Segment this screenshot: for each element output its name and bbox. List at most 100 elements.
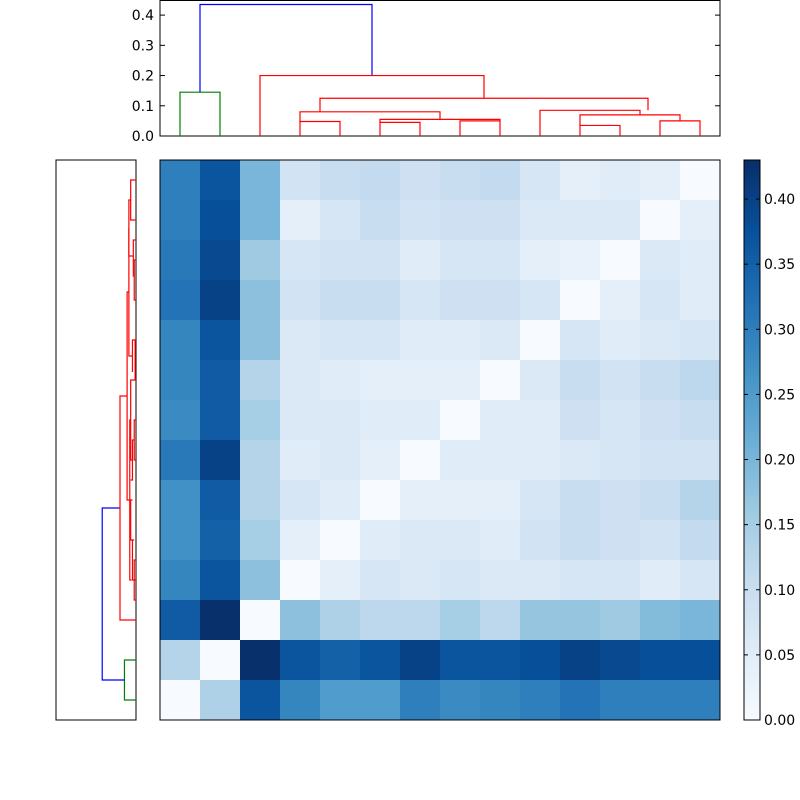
colorbar-segment	[744, 208, 760, 213]
heatmap	[159, 159, 721, 721]
colorbar-segment	[744, 548, 760, 553]
heatmap-cell	[520, 200, 561, 241]
heatmap-cell	[280, 360, 321, 401]
top-dendrogram-frame	[159, 0, 721, 137]
colorbar-segment	[744, 692, 760, 697]
heatmap-cell	[520, 480, 561, 521]
top-ytick-label: 0.0	[132, 129, 154, 145]
colorbar-segment	[744, 516, 760, 521]
heatmap-cell	[600, 320, 641, 361]
colorbar-segment	[744, 216, 760, 221]
colorbar-segment	[744, 488, 760, 493]
colorbar-segment	[744, 424, 760, 429]
heatmap-cell	[640, 680, 681, 721]
heatmap-cell	[240, 280, 281, 321]
left-dendrogram-link	[130, 179, 136, 221]
heatmap-cell	[320, 360, 361, 401]
heatmap-cell	[280, 520, 321, 561]
heatmap-cell	[400, 640, 441, 681]
heatmap-cell	[640, 280, 681, 321]
top-ytick-label: 0.1	[132, 99, 154, 115]
heatmap-cell	[640, 520, 681, 561]
colorbar-segment	[744, 268, 760, 273]
colorbar-segment	[744, 604, 760, 609]
heatmap-cell	[400, 520, 441, 561]
colorbar-segment	[744, 448, 760, 453]
heatmap-cell	[160, 320, 201, 361]
colorbar-segment	[744, 524, 760, 529]
colorbar-segment	[744, 176, 760, 181]
heatmap-cell	[520, 360, 561, 401]
heatmap-cell	[440, 520, 481, 561]
heatmap-cell	[440, 480, 481, 521]
heatmap-cell	[480, 200, 521, 241]
colorbar-segment	[744, 312, 760, 317]
heatmap-cell	[600, 160, 641, 201]
left-dendrogram-link	[130, 439, 135, 481]
colorbar-segment	[744, 668, 760, 673]
colorbar-segment	[744, 680, 760, 685]
heatmap-cell	[160, 240, 201, 281]
left-dendrogram-link	[119, 395, 136, 621]
colorbar-segment	[744, 676, 760, 681]
heatmap-cell	[560, 600, 601, 641]
heatmap-cell	[680, 600, 721, 641]
colorbar-segment	[744, 672, 760, 677]
heatmap-cell	[200, 400, 241, 441]
heatmap-cell	[440, 400, 481, 441]
heatmap-cell	[360, 600, 401, 641]
heatmap-cell	[280, 280, 321, 321]
heatmap-cell	[600, 280, 641, 321]
heatmap-cell	[360, 320, 401, 361]
heatmap-cell	[240, 160, 281, 201]
heatmap-cell	[280, 600, 321, 641]
colorbar-segment	[744, 336, 760, 341]
colorbar-segment	[744, 444, 760, 449]
heatmap-cell	[560, 160, 601, 201]
colorbar-segment	[744, 428, 760, 433]
heatmap-cell	[680, 680, 721, 721]
left-dendrogram-link	[126, 291, 130, 501]
heatmap-cell	[640, 440, 681, 481]
colorbar-segment	[744, 408, 760, 413]
heatmap-cell	[640, 560, 681, 601]
heatmap-cell	[520, 520, 561, 561]
heatmap-cell	[160, 360, 201, 401]
left-dendrogram-link	[128, 199, 134, 257]
heatmap-cell	[280, 200, 321, 241]
colorbar-segment	[744, 196, 760, 201]
colorbar-segment	[744, 396, 760, 401]
colorbar-segment	[744, 688, 760, 693]
colorbar-segment	[744, 284, 760, 289]
colorbar-tick-label: 0.20	[764, 453, 795, 469]
heatmap-cell	[680, 400, 721, 441]
heatmap-cell	[360, 280, 401, 321]
heatmap-cell	[240, 560, 281, 601]
heatmap-cell	[360, 520, 401, 561]
heatmap-cell	[440, 320, 481, 361]
heatmap-cell	[200, 520, 241, 561]
heatmap-cell	[360, 200, 401, 241]
heatmap-cell	[320, 680, 361, 721]
heatmap-cell	[200, 200, 241, 241]
heatmap-cell	[560, 320, 601, 361]
heatmap-cell	[360, 640, 401, 681]
heatmap-cell	[440, 640, 481, 681]
colorbar-segment	[744, 480, 760, 485]
colorbar-segment	[744, 708, 760, 713]
heatmap-cell	[320, 280, 361, 321]
heatmap-cell	[640, 360, 681, 401]
colorbar-tick-label: 0.40	[764, 192, 795, 208]
heatmap-cell	[480, 280, 521, 321]
colorbar-segment	[744, 200, 760, 205]
heatmap-cell	[280, 400, 321, 441]
colorbar-segment	[744, 276, 760, 281]
colorbar-segment	[744, 180, 760, 185]
top-ytick-label: 0.3	[132, 38, 154, 54]
heatmap-cell	[400, 160, 441, 201]
heatmap-cell	[200, 360, 241, 401]
colorbar-segment	[744, 376, 760, 381]
colorbar-segment	[744, 492, 760, 497]
colorbar-segment	[744, 296, 760, 301]
top-dendrogram-link	[459, 120, 501, 136]
